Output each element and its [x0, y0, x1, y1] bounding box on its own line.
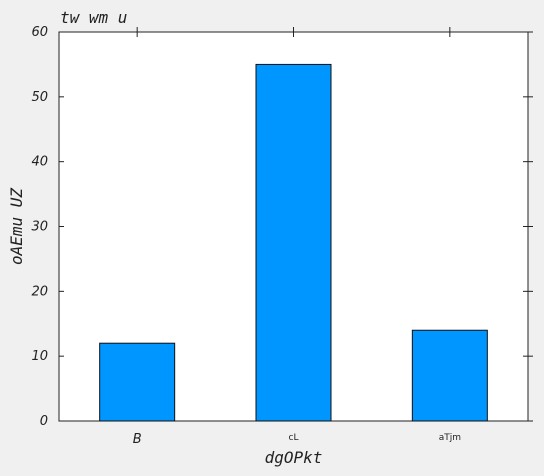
x-tick-label: aTjm	[439, 433, 461, 443]
chart-title: tw wm u	[60, 8, 127, 27]
bar-B	[99, 342, 176, 422]
y-tick-label: 50	[31, 90, 48, 105]
y-axis: 0 10 20 30 40 50 60	[31, 25, 533, 429]
y-tick-label: 30	[31, 220, 48, 235]
x-tick-label: B	[133, 432, 142, 447]
y-tick-label: 40	[31, 155, 48, 170]
y-tick-label: 10	[31, 349, 48, 364]
bars-group	[99, 63, 488, 422]
y-tick-label: 60	[31, 25, 48, 40]
y-tick-label: 20	[31, 284, 48, 299]
bar-cL	[255, 63, 332, 422]
y-tick-label: 0	[40, 414, 48, 429]
bar-aTjm	[411, 329, 488, 422]
x-axis-label: dgOPkt	[265, 448, 323, 467]
y-axis-label: oAEmu UZ	[7, 188, 26, 265]
x-tick-label: cL	[289, 433, 299, 443]
